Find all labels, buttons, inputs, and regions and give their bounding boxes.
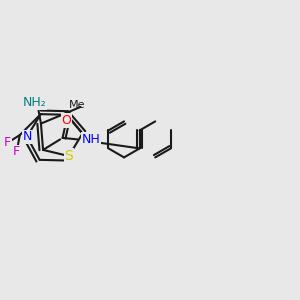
Text: S: S [64, 149, 73, 163]
Text: NH: NH [82, 133, 100, 146]
Text: N: N [22, 130, 32, 143]
Text: F: F [13, 145, 20, 158]
Text: F: F [4, 136, 11, 149]
Text: Me: Me [69, 100, 86, 110]
Text: NH₂: NH₂ [23, 96, 47, 109]
Text: O: O [61, 114, 71, 127]
